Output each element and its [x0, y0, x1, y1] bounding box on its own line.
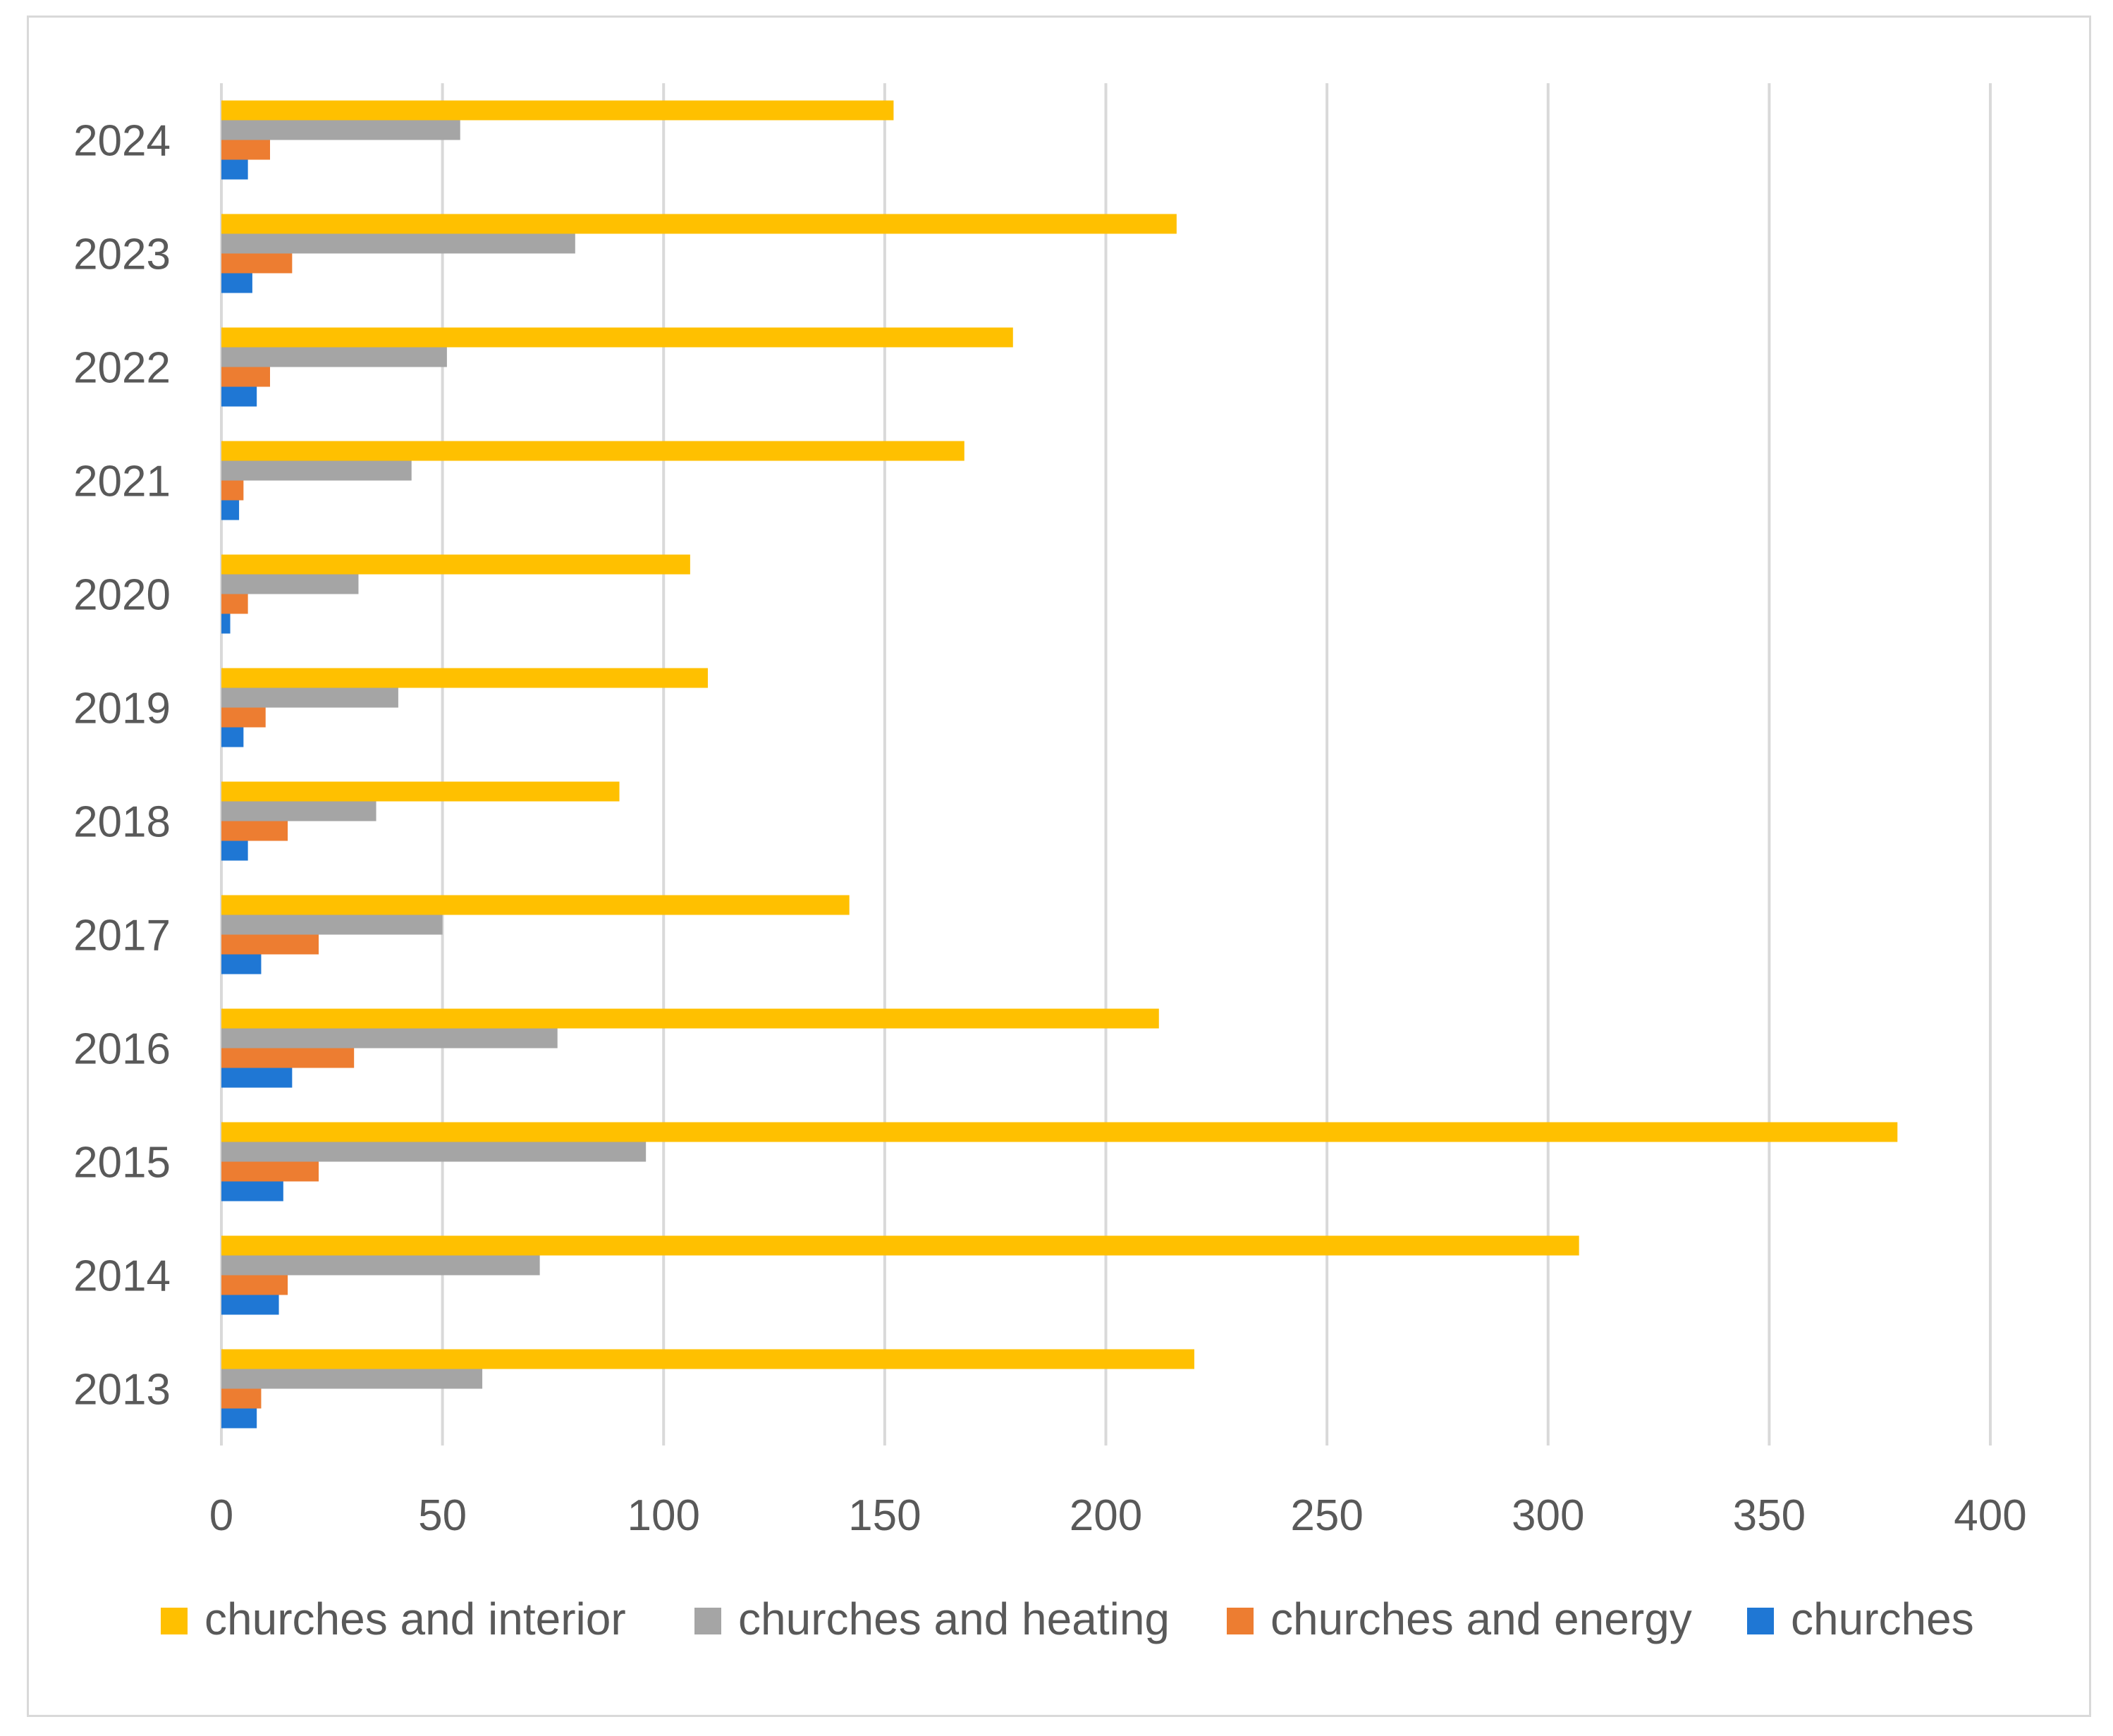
bar-2022-churches [221, 386, 257, 407]
grid-lines [220, 83, 1992, 1445]
y-tick-label: 2016 [73, 1025, 171, 1074]
x-tick-label: 100 [627, 1491, 700, 1540]
y-tick-label: 2023 [73, 231, 171, 279]
y-tick-label: 2013 [73, 1366, 171, 1414]
bar-2024-churches [221, 159, 248, 180]
bar-2017-churches-and-heating [221, 915, 443, 935]
x-tick-label: 200 [1070, 1491, 1142, 1540]
y-tick-label: 2015 [73, 1139, 171, 1187]
bar-2015-churches [221, 1181, 283, 1202]
y-tick-label: 2024 [73, 117, 171, 166]
bar-2021-churches-and-energy [221, 480, 244, 501]
bar-2017-churches-and-energy [221, 934, 319, 955]
legend-swatch [1227, 1608, 1254, 1634]
x-tick-label: 350 [1733, 1491, 1806, 1540]
legend-swatch [694, 1608, 721, 1634]
bar-2018-churches-and-energy [221, 821, 288, 841]
bar-2019-churches-and-interior [221, 668, 708, 688]
y-tick-label: 2017 [73, 912, 171, 960]
bar-2023-churches-and-heating [221, 233, 575, 254]
bar-2023-churches-and-energy [221, 253, 293, 274]
x-tick-label: 150 [848, 1491, 921, 1540]
bar-2020-churches-and-interior [221, 554, 690, 575]
bar-2024-churches-and-energy [221, 140, 270, 160]
bar-2019-churches-and-energy [221, 707, 266, 728]
bar-2017-churches-and-interior [221, 895, 850, 915]
bar-2021-churches-and-heating [221, 460, 412, 481]
x-tick-label: 50 [418, 1491, 467, 1540]
legend-label: churches [1791, 1594, 1974, 1644]
bar-2018-churches-and-heating [221, 801, 376, 821]
bar-2022-churches-and-interior [221, 327, 1013, 348]
y-tick-label: 2020 [73, 571, 171, 620]
bar-2016-churches-and-heating [221, 1028, 558, 1049]
bar-2014-churches-and-energy [221, 1275, 288, 1295]
bar-2014-churches-and-interior [221, 1235, 1579, 1256]
x-tick-label: 400 [1954, 1491, 2026, 1540]
legend-label: churches and heating [738, 1594, 1170, 1644]
bar-2013-churches-and-heating [221, 1369, 483, 1389]
legend-swatch [161, 1608, 188, 1634]
bar-2016-churches [221, 1068, 293, 1088]
bar-2024-churches-and-interior [221, 100, 894, 121]
bar-2014-churches-and-heating [221, 1255, 540, 1276]
bar-2022-churches-and-energy [221, 367, 270, 387]
bar-2015-churches-and-heating [221, 1142, 647, 1162]
y-tick-label: 2014 [73, 1252, 171, 1301]
bar-2013-churches-and-interior [221, 1349, 1194, 1369]
bar-2020-churches-and-energy [221, 594, 248, 614]
legend: churches and interior churches and heatin… [161, 1594, 1974, 1644]
legend-label: churches and energy [1270, 1594, 1692, 1644]
bars [221, 100, 1898, 1429]
bar-2024-churches-and-heating [221, 120, 460, 140]
x-tick-label: 250 [1290, 1491, 1363, 1540]
x-tick-label: 300 [1512, 1491, 1584, 1540]
bar-2021-churches-and-interior [221, 441, 964, 461]
bar-2020-churches [221, 613, 231, 634]
bar-2015-churches-and-energy [221, 1161, 319, 1182]
bar-2019-churches-and-heating [221, 687, 398, 708]
y-tick-label: 2021 [73, 458, 171, 506]
y-tick-label: 2019 [73, 685, 171, 733]
legend-label: churches and interior [204, 1594, 626, 1644]
x-tick-label: 0 [209, 1491, 233, 1540]
bar-2017-churches [221, 954, 262, 974]
y-tick-label: 2018 [73, 798, 171, 847]
legend-swatch [1747, 1608, 1774, 1634]
bar-2015-churches-and-interior [221, 1122, 1898, 1142]
bar-2016-churches-and-interior [221, 1008, 1159, 1029]
bar-2014-churches [221, 1295, 279, 1315]
bar-2018-churches-and-interior [221, 781, 620, 802]
bar-2023-churches [221, 273, 252, 293]
bar-2018-churches [221, 841, 248, 861]
bar-2021-churches [221, 500, 240, 520]
bar-2016-churches-and-energy [221, 1048, 355, 1068]
bar-2013-churches-and-energy [221, 1388, 262, 1409]
bar-2023-churches-and-interior [221, 214, 1177, 234]
chart-frame [27, 16, 2091, 1717]
bar-2019-churches [221, 727, 244, 747]
bar-2013-churches [221, 1408, 257, 1429]
x-axis-labels: 0 50 100 150 200 250 300 350 400 [209, 1491, 2027, 1540]
y-axis-labels: 2013 2014 2015 2016 2017 2018 2019 2020 2021 2022… [73, 117, 171, 1414]
bar-2020-churches-and-heating [221, 574, 359, 594]
y-tick-label: 2022 [73, 344, 171, 393]
bar-2022-churches-and-heating [221, 347, 447, 367]
